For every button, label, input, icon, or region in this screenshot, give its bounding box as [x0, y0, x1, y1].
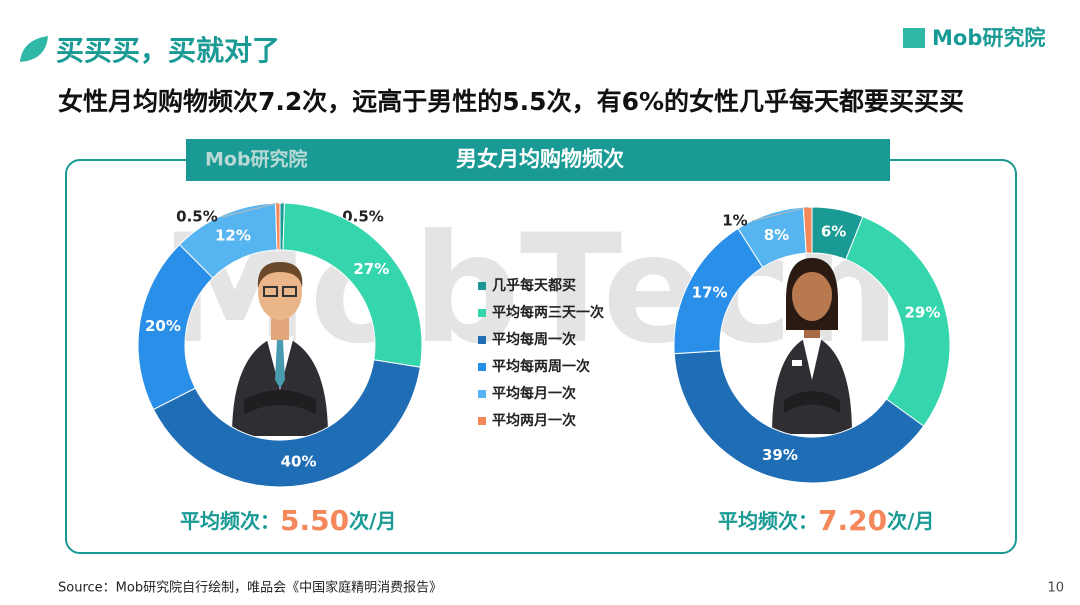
- source: Source：Mob研究院自行绘制，唯品会《中国家庭精明消费报告》: [58, 580, 442, 596]
- title-icon: [20, 36, 48, 62]
- legend-swatch: [478, 390, 486, 398]
- value-label: 1%: [722, 212, 747, 230]
- legend-swatch: [478, 363, 486, 371]
- leader-line: [221, 202, 278, 218]
- panel-header: [186, 139, 890, 181]
- panel-title: 男女月均购物频次: [456, 147, 624, 171]
- panel-logo: Mob研究院: [205, 148, 308, 171]
- legend-swatch: [478, 417, 486, 425]
- donut-slice: [152, 359, 421, 488]
- slide-title: 买买买，买就对了: [56, 34, 280, 67]
- value-label: 0.5%: [342, 208, 384, 226]
- average-value: 5.50: [280, 504, 349, 537]
- subtitle: 女性月均购物频次7.2次，远高于男性的5.5次，有6%的女性几乎每天都要买买买: [58, 87, 964, 116]
- legend-label: 平均两月一次: [492, 412, 576, 429]
- logo-icon: [903, 28, 925, 48]
- legend-swatch: [478, 309, 486, 317]
- value-label: 29%: [904, 303, 940, 321]
- average-value: 7.20: [818, 504, 887, 537]
- average: 平均频次：7.20次/月: [718, 504, 934, 537]
- donut-slice: [845, 216, 951, 427]
- legend-label: 平均每周一次: [492, 331, 576, 348]
- value-label: 20%: [145, 317, 181, 335]
- value-label: 12%: [215, 227, 251, 245]
- legend-label: 平均每两三天一次: [492, 304, 604, 321]
- male-figure: [232, 262, 328, 436]
- value-label: 0.5%: [176, 208, 218, 226]
- average-suffix: 次/月: [349, 509, 396, 533]
- legend-swatch: [478, 336, 486, 344]
- value-label: 8%: [764, 226, 789, 244]
- value-label: 17%: [692, 283, 728, 301]
- average-prefix: 平均频次：: [180, 509, 280, 533]
- leader-line: [751, 206, 808, 222]
- value-label: 6%: [821, 223, 846, 241]
- female-figure: [772, 258, 852, 434]
- legend-swatch: [478, 282, 486, 290]
- value-label: 40%: [281, 453, 317, 471]
- legend-label: 平均每两周一次: [492, 358, 590, 375]
- average-prefix: 平均频次：: [718, 509, 818, 533]
- donut-slice: [673, 350, 925, 484]
- page-number: 10: [1047, 581, 1064, 596]
- value-label: 39%: [762, 446, 798, 464]
- donut-slice: [282, 202, 423, 368]
- average: 平均频次：5.50次/月: [180, 504, 396, 537]
- legend-label: 平均每月一次: [492, 385, 576, 402]
- logo: Mob研究院: [932, 26, 1045, 50]
- legend-label: 几乎每天都买: [492, 277, 576, 294]
- average-suffix: 次/月: [887, 509, 934, 533]
- value-label: 27%: [353, 260, 389, 278]
